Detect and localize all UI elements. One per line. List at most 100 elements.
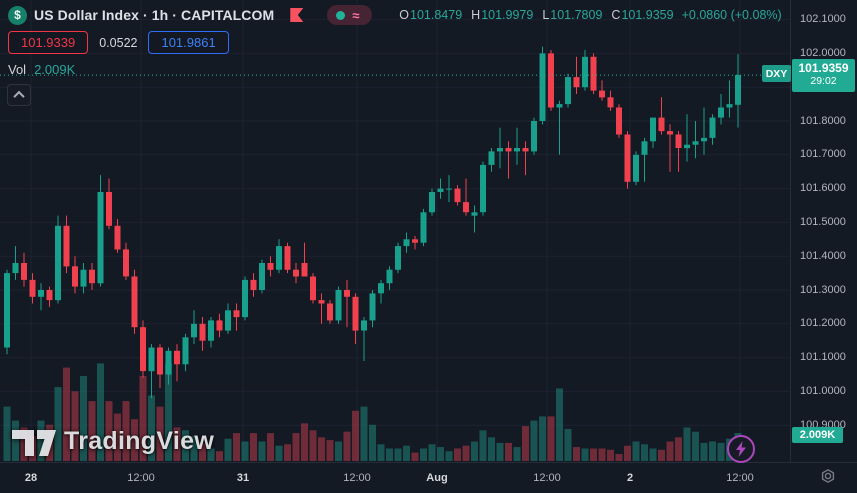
volume-bar xyxy=(224,438,232,461)
candle-body xyxy=(38,290,44,297)
candle-body xyxy=(565,77,571,105)
volume-bar xyxy=(352,410,359,461)
candle-body xyxy=(514,148,520,152)
volume-bar xyxy=(20,427,28,461)
tradingview-watermark: TradingView xyxy=(10,427,214,456)
volume-bar xyxy=(573,447,580,461)
time-axis[interactable]: 28 12:00 31 12:00 Aug 12:00 2 12:00 xyxy=(0,462,857,493)
candle-body xyxy=(97,192,104,284)
candle-body xyxy=(106,192,112,226)
volume-bar xyxy=(309,430,317,461)
volume-bar xyxy=(71,391,79,461)
volume-bar xyxy=(207,448,215,461)
ohlc-readout: O 101.8479 H 101.9979 L 101.7809 C 101.9359 … xyxy=(390,8,781,22)
volume-bar xyxy=(675,437,682,461)
candle-body xyxy=(548,53,554,108)
close-value: 101.9359 xyxy=(621,8,674,22)
volume-bar xyxy=(692,431,699,461)
candle-body xyxy=(267,263,274,270)
candle-body xyxy=(369,293,376,321)
candle-body xyxy=(327,303,333,321)
volume-bar xyxy=(632,441,640,461)
candle-body xyxy=(29,279,36,297)
volume-bar xyxy=(462,445,470,461)
time-tick-label: 12:00 xyxy=(343,472,371,484)
candle-body xyxy=(607,97,614,108)
volume-bar xyxy=(411,452,419,461)
low-value: 101.7809 xyxy=(550,8,603,22)
candle-body xyxy=(446,188,452,190)
low-label: L xyxy=(542,8,550,22)
volume-bar xyxy=(666,441,674,461)
volume-bar xyxy=(564,428,572,461)
change-value: +0.0860 (+0.08%) xyxy=(681,8,782,22)
volume-bar xyxy=(700,442,708,461)
candle-body xyxy=(250,279,257,290)
volume-bar xyxy=(156,406,164,461)
volume-bar xyxy=(547,416,555,461)
candle-body xyxy=(590,56,597,91)
candle-body xyxy=(335,290,342,321)
time-tick-label: 12:00 xyxy=(533,472,561,484)
volume-bar xyxy=(717,442,725,461)
candle-body xyxy=(344,290,350,297)
candle-body xyxy=(21,263,27,280)
candle-body xyxy=(174,350,180,365)
price-tick-label: 101.6000 xyxy=(800,182,846,195)
candle-body xyxy=(63,225,70,267)
volume-bar xyxy=(377,444,385,461)
volume-bar xyxy=(284,444,291,461)
volume-bar xyxy=(97,363,104,461)
bar-countdown: 29:02 xyxy=(810,75,837,87)
volume-bar xyxy=(496,442,504,461)
chart-settings-gear-icon[interactable] xyxy=(820,468,836,484)
volume-bar xyxy=(275,445,283,461)
flag-icon[interactable] xyxy=(290,8,304,22)
volume-bar xyxy=(267,433,274,461)
candle-body xyxy=(454,188,461,203)
candle-body xyxy=(165,350,172,375)
symbol-title[interactable]: US Dollar Index · 1h · CAPITALCOM xyxy=(34,7,275,23)
chart-canvas[interactable] xyxy=(0,0,790,462)
candle-body xyxy=(556,104,563,108)
candle-body xyxy=(658,117,665,132)
candle-body xyxy=(318,300,325,304)
candle-body xyxy=(55,225,61,301)
instant-order-button[interactable] xyxy=(727,435,755,463)
volume-bar xyxy=(326,440,334,461)
market-status-toggle[interactable]: ≈ xyxy=(327,5,373,25)
candle-body xyxy=(429,192,435,213)
collapse-legend-button[interactable] xyxy=(7,84,31,106)
volume-bar xyxy=(641,444,648,461)
volume-bar xyxy=(658,449,665,461)
volume-bar xyxy=(190,435,198,461)
price-line-symbol-tag: DXY xyxy=(762,65,791,82)
volume-bar xyxy=(241,441,249,461)
order-panel: 101.9339 0.0522 101.9861 xyxy=(8,31,229,54)
volume-bar xyxy=(63,367,70,461)
volume-value: 2.009K xyxy=(34,62,76,77)
volume-bar xyxy=(556,388,563,461)
price-tick-label: 101.7000 xyxy=(800,148,846,161)
buy-button[interactable]: 101.9861 xyxy=(148,31,229,54)
time-tick-label: 12:00 xyxy=(726,472,754,484)
candle-body xyxy=(692,141,699,145)
candle-body xyxy=(497,148,503,152)
watermark-text: TradingView xyxy=(64,427,215,455)
volume-bar xyxy=(233,433,240,461)
candle-body xyxy=(131,276,138,328)
sell-button[interactable]: 101.9339 xyxy=(8,31,89,54)
volume-bar xyxy=(343,431,351,461)
volume-bar xyxy=(80,376,87,461)
close-label: C xyxy=(611,8,621,22)
volume-bar xyxy=(258,441,266,461)
candle-body xyxy=(471,212,478,216)
candle-body xyxy=(148,347,155,372)
candle-body xyxy=(624,134,631,182)
price-axis[interactable]: 102.1000 102.0000 101.8000 101.7000 101.6000… xyxy=(790,0,857,462)
candle-body xyxy=(633,154,639,182)
candle-body xyxy=(114,225,121,250)
volume-bar xyxy=(505,442,512,461)
volume-bar xyxy=(182,430,189,461)
spread-value: 0.0522 xyxy=(99,35,138,50)
